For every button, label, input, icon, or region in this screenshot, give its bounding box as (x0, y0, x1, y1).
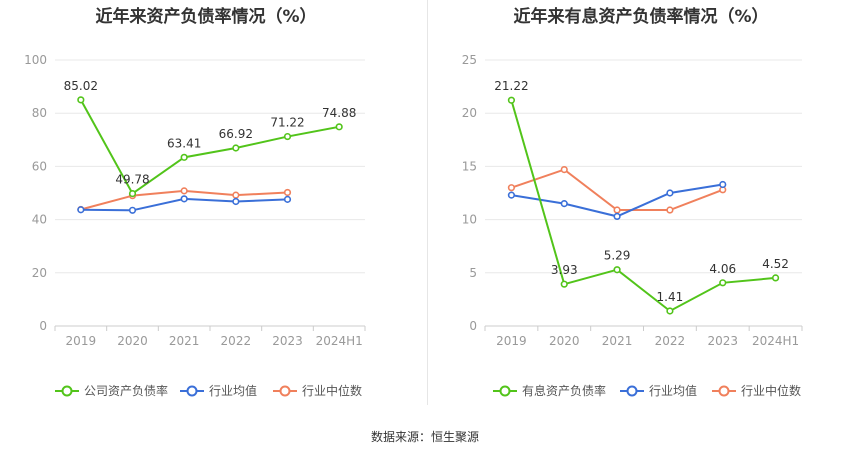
legend-marker (61, 385, 73, 397)
data-label: 4.52 (762, 257, 789, 271)
data-point (283, 132, 292, 141)
y-tick-label: 80 (32, 106, 47, 120)
legend-label: 有息资产负债率 (522, 383, 606, 398)
data-point (77, 96, 85, 104)
data-label: 74.88 (322, 106, 356, 120)
legend-marker (499, 385, 511, 397)
x-tick-label: 2019 (496, 334, 527, 348)
data-label: 4.06 (709, 262, 736, 276)
data-point (613, 206, 621, 214)
data-point (180, 187, 188, 195)
x-tick-label: 2022 (221, 334, 252, 348)
data-point (283, 188, 292, 197)
legend-label: 公司资产负债率 (84, 383, 168, 398)
data-point (666, 206, 674, 214)
data-point (666, 189, 674, 197)
y-tick-label: 100 (24, 53, 47, 67)
y-tick-label: 15 (462, 159, 477, 173)
legend-marker (626, 385, 638, 397)
y-tick-label: 20 (32, 266, 47, 280)
data-point (560, 200, 568, 208)
data-label: 21.22 (494, 79, 528, 93)
data-point (507, 184, 516, 192)
data-label: 3.93 (551, 263, 578, 277)
x-tick-label: 2024H1 (316, 334, 363, 348)
data-point (613, 266, 621, 274)
data-point (507, 96, 516, 104)
legend-label: 行业中位数 (741, 383, 801, 398)
y-tick-label: 20 (462, 106, 477, 120)
legend-marker (718, 385, 730, 397)
x-tick-label: 2021 (602, 334, 633, 348)
legend-label: 行业中位数 (302, 383, 362, 398)
data-point (719, 180, 727, 189)
data-point (180, 195, 188, 203)
y-tick-label: 0 (39, 319, 47, 333)
x-tick-label: 2023 (272, 334, 303, 348)
legend-marker (279, 385, 291, 397)
data-source-footer: 数据来源：恒生聚源 (370, 430, 479, 444)
y-tick-label: 40 (32, 213, 47, 227)
data-point (180, 153, 188, 161)
chart-title-debt-ratio: 近年来资产负债率情况（%） (95, 7, 317, 27)
data-label: 5.29 (604, 249, 631, 263)
data-point (128, 206, 137, 214)
data-point (560, 165, 568, 174)
x-tick-label: 2022 (655, 334, 686, 348)
data-point (771, 274, 780, 282)
legend-marker (186, 385, 198, 397)
data-point (232, 197, 240, 206)
x-tick-label: 2019 (66, 334, 97, 348)
chart-title-interest-debt-ratio: 近年来有息资产负债率情况（%） (513, 7, 769, 27)
y-tick-label: 10 (462, 213, 477, 227)
y-tick-label: 25 (462, 53, 477, 67)
data-label: 71.22 (270, 116, 304, 130)
x-tick-label: 2020 (549, 334, 580, 348)
data-label: 66.92 (219, 127, 253, 141)
data-point (283, 195, 292, 203)
y-tick-label: 60 (32, 159, 47, 173)
panel-divider (427, 0, 428, 405)
data-label: 63.41 (167, 136, 201, 150)
data-label: 49.78 (115, 173, 149, 187)
x-tick-label: 2020 (117, 334, 148, 348)
y-tick-label: 0 (469, 319, 477, 333)
series-line (510, 99, 776, 313)
x-tick-label: 2023 (707, 334, 738, 348)
data-label: 1.41 (657, 290, 684, 304)
y-tick-label: 5 (469, 266, 477, 280)
data-label: 85.02 (64, 79, 98, 93)
x-tick-label: 2024H1 (752, 334, 799, 348)
data-point (335, 123, 343, 131)
data-point (77, 206, 85, 214)
data-point (613, 212, 621, 221)
data-point (232, 191, 240, 199)
data-point (560, 280, 568, 288)
data-point (666, 307, 674, 315)
x-tick-label: 2021 (169, 334, 200, 348)
data-point (232, 144, 240, 152)
data-point (128, 189, 137, 198)
series-line (79, 99, 340, 196)
legend-label: 行业均值 (649, 383, 697, 398)
data-point (507, 191, 516, 199)
legend-label: 行业均值 (209, 383, 257, 398)
data-point (719, 279, 727, 287)
